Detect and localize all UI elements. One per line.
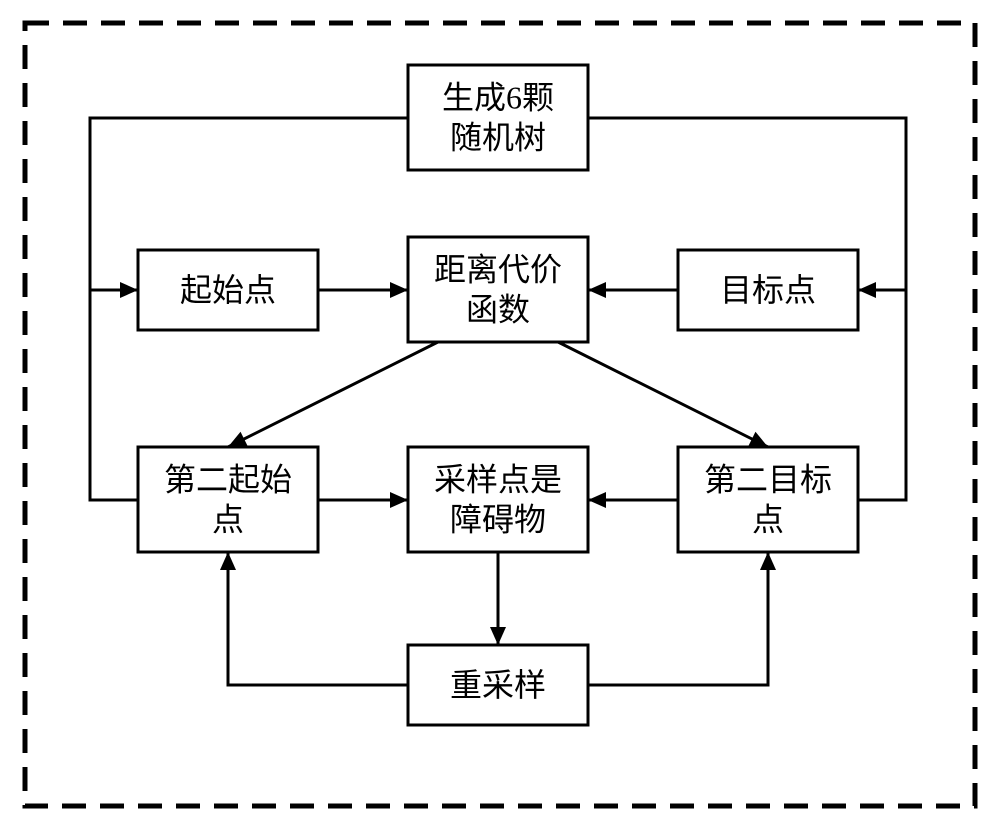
node-start2: 第二起始点 — [138, 447, 318, 552]
arrowhead — [390, 492, 408, 508]
arrowhead — [390, 282, 408, 298]
node-label-start: 起始点 — [180, 272, 276, 308]
edges-layer — [90, 118, 906, 685]
node-label-goal: 目标点 — [720, 272, 816, 308]
node-label-goal2: 第二目标 — [704, 462, 832, 498]
node-label-resample: 重采样 — [450, 667, 546, 703]
edge-goal2-gen6 — [858, 118, 906, 500]
arrowhead — [120, 282, 138, 298]
edge-obstacle-resample — [490, 552, 506, 645]
node-costfn: 距离代价函数 — [408, 237, 588, 342]
arrowhead — [588, 492, 606, 508]
node-goal: 目标点 — [678, 250, 858, 330]
node-label-goal2: 点 — [752, 502, 784, 538]
arrowhead — [760, 552, 776, 570]
node-start: 起始点 — [138, 250, 318, 330]
edge-costfn-goal2 — [558, 342, 768, 447]
node-label-gen6: 随机树 — [450, 120, 546, 156]
node-obstacle: 采样点是障碍物 — [408, 447, 588, 552]
edge-resample-goal2 — [588, 552, 776, 685]
node-label-costfn: 距离代价 — [434, 252, 562, 288]
node-gen6: 生成6颗随机树 — [408, 65, 588, 170]
edge-start2-gen6 — [90, 118, 138, 500]
node-label-costfn: 函数 — [466, 292, 530, 328]
node-label-start2: 第二起始 — [164, 462, 292, 498]
edge-start2-obstacle — [318, 492, 408, 508]
edge-costfn-start2 — [228, 342, 438, 447]
node-resample: 重采样 — [408, 645, 588, 725]
node-label-obstacle: 采样点是 — [434, 462, 562, 498]
node-label-gen6: 生成6颗 — [442, 80, 554, 116]
edge-goal-costfn — [588, 282, 678, 298]
arrowhead — [490, 627, 506, 645]
arrowhead — [588, 282, 606, 298]
arrowhead — [220, 552, 236, 570]
edge-goal2-obstacle — [588, 492, 678, 508]
edge-resample-start2 — [220, 552, 408, 685]
arrowhead — [858, 282, 876, 298]
node-goal2: 第二目标点 — [678, 447, 858, 552]
node-label-obstacle: 障碍物 — [450, 502, 546, 538]
node-label-start2: 点 — [212, 502, 244, 538]
edge-start-costfn — [318, 282, 408, 298]
